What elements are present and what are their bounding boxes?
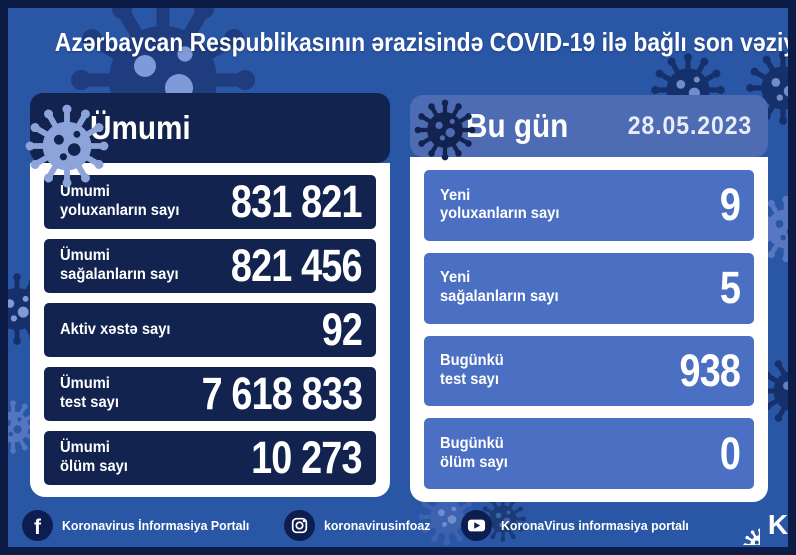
logo-text: KoronaVirus bbox=[767, 508, 788, 540]
stat-row-active-cases: Aktiv xəstə sayı 92 bbox=[44, 303, 376, 357]
page-title: Azərbaycan Respublikasının ərazisində CO… bbox=[54, 27, 796, 57]
stat-row-total-deaths: Ümumi ölüm sayı 10 273 bbox=[44, 431, 376, 485]
stat-row-today-deaths: Bugünkü ölüm sayı 0 bbox=[424, 418, 754, 489]
today-panel-body: Yeni yoluxanların sayı 9 Yeni sağalanlar… bbox=[410, 157, 768, 502]
stat-label: Ümumi sağalanların sayı bbox=[60, 247, 179, 283]
instagram-icon bbox=[284, 509, 316, 541]
totals-panel: Ümumi Ümumi yoluxanların sayı 831 821 Üm… bbox=[30, 93, 390, 497]
youtube-link[interactable]: KoronaVirus informasiya portalı bbox=[461, 509, 699, 541]
koronavirus-logo: KoronaVirus info bbox=[724, 506, 788, 545]
youtube-label: KoronaVirus informasiya portalı bbox=[501, 517, 690, 533]
facebook-label: Koronavirus İnformasiya Portalı bbox=[62, 517, 250, 533]
stat-row-total-infected: Ümumi yoluxanların sayı 831 821 bbox=[44, 175, 376, 229]
today-panel-title: Bu gün bbox=[466, 107, 569, 144]
today-panel: Bu gün 28.05.2023 Yeni yoluxanların sayı… bbox=[410, 95, 768, 502]
totals-panel-body: Ümumi yoluxanların sayı 831 821 Ümumi sa… bbox=[30, 163, 390, 497]
stat-label: Ümumi yoluxanların sayı bbox=[60, 183, 180, 219]
stat-label: Bugünkü ölüm sayı bbox=[440, 434, 508, 471]
stat-value: 9 bbox=[719, 179, 741, 231]
stat-label: Bugünkü test sayı bbox=[440, 352, 504, 388]
stat-value: 821 456 bbox=[231, 240, 363, 291]
stat-label: Aktiv xəstə sayı bbox=[60, 320, 171, 338]
facebook-icon: f bbox=[22, 509, 53, 541]
stat-value: 7 618 833 bbox=[201, 368, 362, 419]
stat-label: Ümumi ölüm sayı bbox=[60, 439, 128, 475]
youtube-icon bbox=[461, 509, 493, 541]
today-panel-header: Bu gün 28.05.2023 bbox=[410, 95, 768, 157]
facebook-link[interactable]: f Koronavirus İnformasiya Portalı bbox=[22, 509, 259, 541]
instagram-link[interactable]: koronavirusinfoaz bbox=[284, 509, 436, 541]
stat-row-today-tests: Bugünkü test sayı 938 bbox=[424, 335, 754, 407]
stat-value: 831 821 bbox=[231, 176, 363, 227]
stat-label: Yeni sağalanların sayı bbox=[440, 269, 559, 306]
stat-label: Yeni yoluxanların sayı bbox=[440, 186, 560, 223]
stat-row-total-recovered: Ümumi sağalanların sayı 821 456 bbox=[44, 239, 376, 293]
stat-value: 10 273 bbox=[251, 432, 362, 483]
footer: f Koronavirus İnformasiya Portalı korona… bbox=[8, 503, 788, 547]
virus-icon bbox=[724, 509, 760, 545]
stat-row-total-tests: Ümumi test sayı 7 618 833 bbox=[44, 367, 376, 421]
report-date: 28.05.2023 bbox=[627, 111, 752, 140]
stat-value: 0 bbox=[719, 427, 741, 479]
totals-panel-header: Ümumi bbox=[30, 93, 390, 163]
instagram-label: koronavirusinfoaz bbox=[324, 517, 431, 533]
stat-row-new-recovered: Yeni sağalanların sayı 5 bbox=[424, 252, 754, 324]
stat-label: Ümumi test sayı bbox=[60, 375, 119, 411]
stat-value: 5 bbox=[719, 262, 741, 314]
totals-panel-title: Ümumi bbox=[90, 109, 191, 146]
stat-value: 938 bbox=[679, 344, 740, 396]
stat-value: 92 bbox=[321, 304, 363, 355]
stat-row-new-infected: Yeni yoluxanların sayı 9 bbox=[424, 170, 754, 241]
